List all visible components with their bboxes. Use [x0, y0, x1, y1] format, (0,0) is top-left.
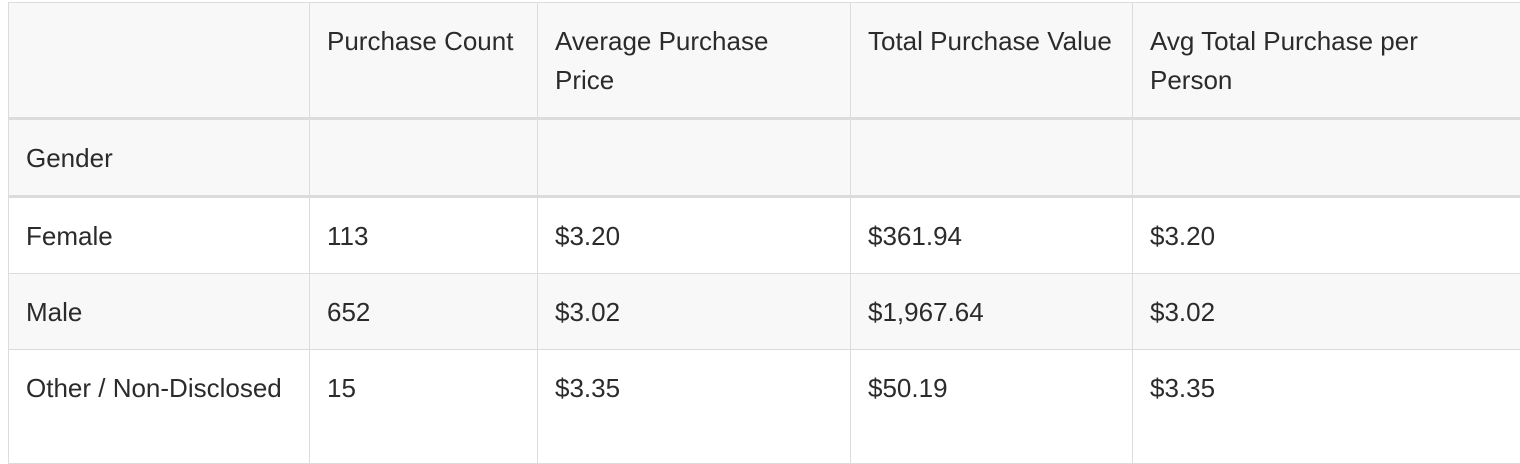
- purchase-count-cell: 113: [310, 197, 538, 274]
- row-label: Other / Non-Disclosed: [9, 350, 310, 464]
- column-header-total-purchase-value: Total Purchase Value: [851, 3, 1133, 119]
- total-purchase-value-cell: $50.19: [851, 350, 1133, 464]
- table-row: Female 113 $3.20 $361.94 $3.20: [9, 197, 1520, 274]
- empty-cell: [538, 119, 851, 197]
- table-row: Male 652 $3.02 $1,967.64 $3.02: [9, 274, 1520, 350]
- table-body: Gender Female 113 $3.20 $361.94 $3.20 Ma…: [9, 119, 1520, 464]
- dataframe-table-container: Purchase Count Average Purchase Price To…: [8, 2, 1520, 464]
- index-name-row: Gender: [9, 119, 1520, 197]
- average-purchase-price-cell: $3.02: [538, 274, 851, 350]
- empty-cell: [1133, 119, 1520, 197]
- header-row: Purchase Count Average Purchase Price To…: [9, 3, 1520, 119]
- index-name-cell: Gender: [9, 119, 310, 197]
- row-label: Male: [9, 274, 310, 350]
- table-row: Other / Non-Disclosed 15 $3.35 $50.19 $3…: [9, 350, 1520, 464]
- average-purchase-price-cell: $3.20: [538, 197, 851, 274]
- column-header-average-purchase-price: Average Purchase Price: [538, 3, 851, 119]
- avg-total-purchase-per-person-cell: $3.20: [1133, 197, 1520, 274]
- column-header-avg-total-purchase-per-person: Avg Total Purchase per Person: [1133, 3, 1520, 119]
- total-purchase-value-cell: $1,967.64: [851, 274, 1133, 350]
- index-header-cell: [9, 3, 310, 119]
- purchase-count-cell: 652: [310, 274, 538, 350]
- avg-total-purchase-per-person-cell: $3.35: [1133, 350, 1520, 464]
- purchase-by-gender-table: Purchase Count Average Purchase Price To…: [8, 2, 1520, 464]
- row-label: Female: [9, 197, 310, 274]
- total-purchase-value-cell: $361.94: [851, 197, 1133, 274]
- empty-cell: [310, 119, 538, 197]
- avg-total-purchase-per-person-cell: $3.02: [1133, 274, 1520, 350]
- empty-cell: [851, 119, 1133, 197]
- purchase-count-cell: 15: [310, 350, 538, 464]
- table-header: Purchase Count Average Purchase Price To…: [9, 3, 1520, 119]
- column-header-purchase-count: Purchase Count: [310, 3, 538, 119]
- average-purchase-price-cell: $3.35: [538, 350, 851, 464]
